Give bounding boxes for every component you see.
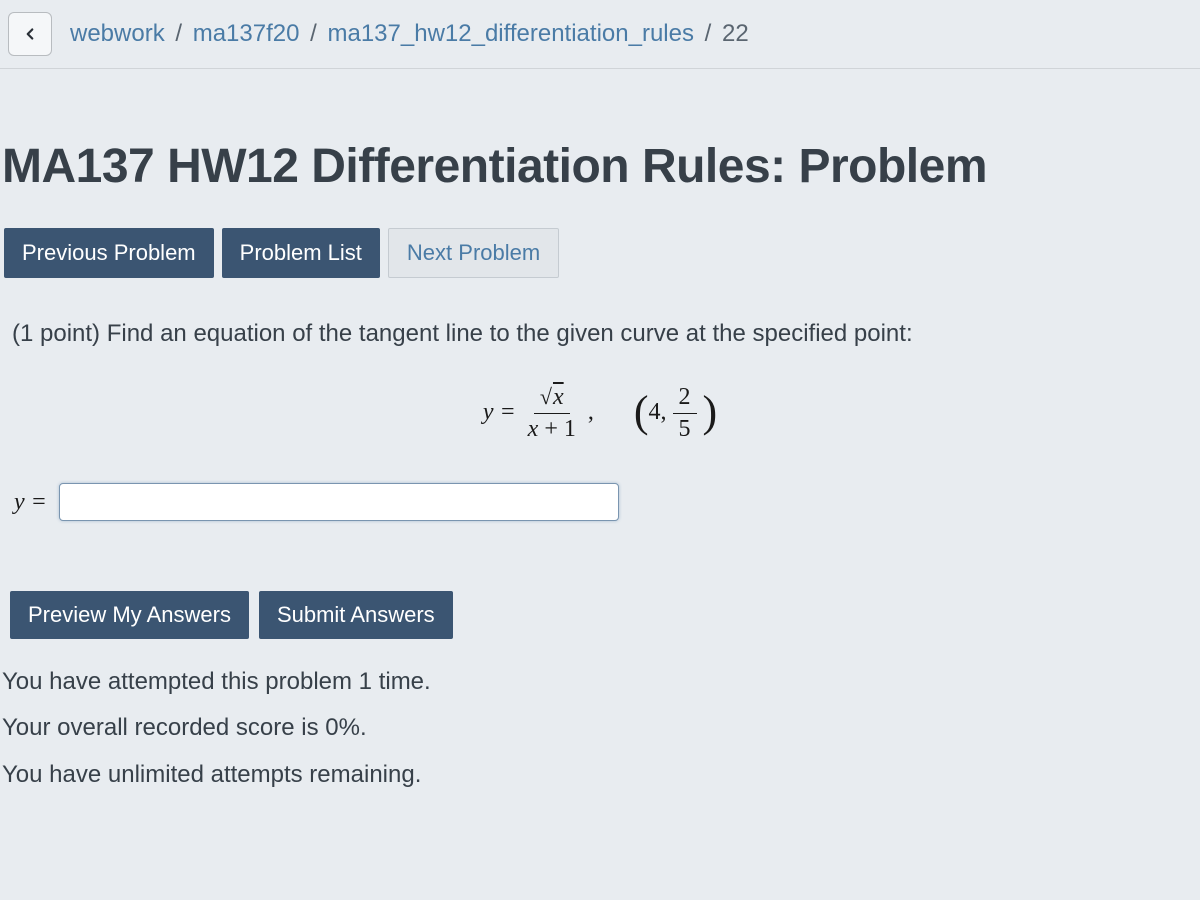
equation-comma: , (588, 399, 594, 425)
next-problem-button[interactable]: Next Problem (388, 228, 559, 278)
equation-display: y = √x x + 1 , (4, 2 5 ) (0, 364, 1200, 473)
answer-row: y = (0, 473, 1200, 541)
prompt-text: Find an equation of the tangent line to … (107, 320, 913, 347)
breadcrumb-current: 22 (722, 20, 749, 47)
equation-point: (4, 2 5 ) (634, 384, 717, 443)
remaining-status: You have unlimited attempts remaining. (0, 752, 1200, 798)
score-status: Your overall recorded score is 0%. (0, 705, 1200, 751)
equation-main: y = √x x + 1 , (483, 384, 594, 443)
equation-fraction: √x x + 1 (522, 384, 582, 443)
equation-lhs: y = (483, 399, 516, 425)
action-buttons: Preview My Answers Submit Answers (0, 541, 1200, 659)
submit-answers-button[interactable]: Submit Answers (259, 591, 453, 639)
breadcrumb-link-assignment[interactable]: ma137_hw12_differentiation_rules (327, 20, 693, 47)
problem-list-button[interactable]: Problem List (222, 228, 380, 278)
point-fraction: 2 5 (673, 384, 697, 443)
problem-prompt: (1 point) Find an equation of the tangen… (0, 298, 1200, 364)
breadcrumb-separator: / (705, 20, 712, 47)
points-label: (1 point) (12, 320, 100, 347)
previous-problem-button[interactable]: Previous Problem (4, 228, 214, 278)
back-button[interactable] (8, 12, 52, 56)
attempts-status: You have attempted this problem 1 time. (0, 659, 1200, 705)
equation-numerator: √x (534, 384, 570, 414)
preview-answers-button[interactable]: Preview My Answers (10, 591, 249, 639)
breadcrumb: webwork / ma137f20 / ma137_hw12_differen… (70, 20, 749, 48)
equation-denominator: x + 1 (522, 414, 582, 443)
answer-label: y = (14, 489, 47, 516)
breadcrumb-separator: / (310, 20, 317, 47)
breadcrumb-separator: / (175, 20, 182, 47)
breadcrumb-link-webwork[interactable]: webwork (70, 20, 165, 47)
top-bar: webwork / ma137f20 / ma137_hw12_differen… (0, 0, 1200, 69)
main-content: MA137 HW12 Differentiation Rules: Proble… (0, 69, 1200, 798)
answer-input[interactable] (59, 483, 619, 521)
page-title: MA137 HW12 Differentiation Rules: Proble… (0, 109, 1200, 224)
chevron-left-icon (21, 25, 39, 43)
breadcrumb-link-course[interactable]: ma137f20 (193, 20, 300, 47)
problem-nav: Previous Problem Problem List Next Probl… (0, 224, 1200, 298)
